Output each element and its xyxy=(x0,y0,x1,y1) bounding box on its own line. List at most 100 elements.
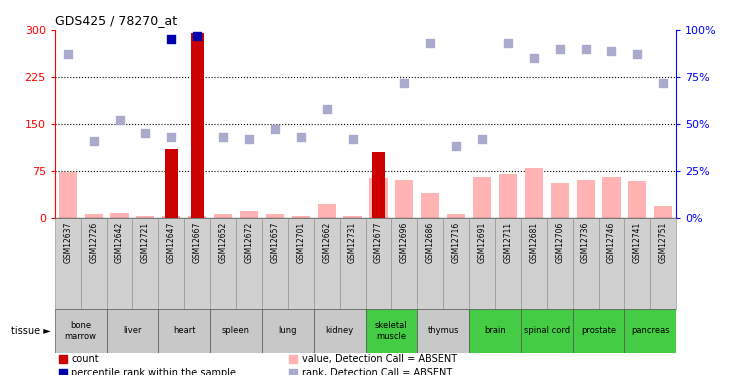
Text: GSM12686: GSM12686 xyxy=(425,222,435,263)
Bar xyxy=(211,309,262,352)
Point xyxy=(192,33,203,39)
Point xyxy=(580,46,591,52)
Text: kidney: kidney xyxy=(325,326,354,335)
Bar xyxy=(499,174,517,217)
Bar xyxy=(110,213,129,217)
Text: liver: liver xyxy=(124,326,142,335)
Bar xyxy=(80,217,107,309)
Bar xyxy=(292,216,310,217)
Bar xyxy=(107,217,132,309)
Bar xyxy=(314,217,340,309)
Bar xyxy=(628,181,646,218)
Bar xyxy=(191,33,204,218)
Bar xyxy=(547,217,572,309)
Bar xyxy=(654,206,673,218)
Bar xyxy=(550,183,569,218)
Text: GSM12677: GSM12677 xyxy=(374,222,383,264)
Bar xyxy=(137,216,154,217)
Bar xyxy=(132,217,159,309)
Text: GSM12701: GSM12701 xyxy=(296,222,306,263)
Text: GSM12667: GSM12667 xyxy=(193,222,202,264)
Bar xyxy=(624,309,676,352)
Bar xyxy=(159,217,184,309)
Text: lung: lung xyxy=(279,326,297,335)
Point xyxy=(114,117,126,123)
Bar xyxy=(473,177,491,218)
Text: GSM12672: GSM12672 xyxy=(244,222,254,263)
Bar xyxy=(417,217,443,309)
Bar xyxy=(521,309,572,352)
Text: prostate: prostate xyxy=(581,326,616,335)
Point xyxy=(528,55,539,61)
Bar xyxy=(236,217,262,309)
Bar xyxy=(599,217,624,309)
Bar xyxy=(395,180,414,218)
Bar xyxy=(521,217,547,309)
Bar xyxy=(340,217,366,309)
Text: GSM12642: GSM12642 xyxy=(115,222,124,263)
Bar xyxy=(366,217,391,309)
Point xyxy=(605,48,617,54)
Point xyxy=(88,138,99,144)
Bar xyxy=(372,152,385,217)
Text: GSM12726: GSM12726 xyxy=(89,222,98,263)
Text: count: count xyxy=(71,354,99,364)
Bar xyxy=(651,217,676,309)
Text: skeletal
muscle: skeletal muscle xyxy=(375,321,408,340)
Bar xyxy=(159,309,211,352)
Point xyxy=(450,213,461,219)
Text: GSM12721: GSM12721 xyxy=(141,222,150,263)
Bar xyxy=(262,309,314,352)
Bar xyxy=(421,192,439,217)
Point xyxy=(243,136,255,142)
Point xyxy=(398,80,410,86)
Text: GSM12741: GSM12741 xyxy=(633,222,642,263)
Bar xyxy=(188,216,206,217)
Text: GSM12711: GSM12711 xyxy=(504,222,512,263)
Text: GSM12751: GSM12751 xyxy=(659,222,667,263)
Text: GSM12681: GSM12681 xyxy=(529,222,538,263)
Text: GSM12736: GSM12736 xyxy=(581,222,590,264)
Text: GSM12746: GSM12746 xyxy=(607,222,616,264)
Bar xyxy=(165,149,178,217)
Point xyxy=(217,134,229,140)
Point xyxy=(632,51,643,57)
Text: GSM12731: GSM12731 xyxy=(348,222,357,263)
Bar xyxy=(317,204,336,218)
Bar xyxy=(314,309,366,352)
Point xyxy=(62,51,74,57)
Bar xyxy=(55,217,80,309)
Point xyxy=(140,130,151,136)
Text: tissue ►: tissue ► xyxy=(12,326,51,336)
Bar xyxy=(262,217,288,309)
Bar xyxy=(495,217,520,309)
Bar xyxy=(184,217,211,309)
Bar xyxy=(85,214,103,217)
Bar xyxy=(288,217,314,309)
Text: rank, Detection Call = ABSENT: rank, Detection Call = ABSENT xyxy=(301,368,452,375)
Bar xyxy=(469,217,495,309)
Point xyxy=(321,106,333,112)
Bar xyxy=(240,211,258,217)
Text: GSM12716: GSM12716 xyxy=(452,222,461,263)
Point xyxy=(476,136,488,142)
Point xyxy=(295,134,306,140)
Text: GSM12691: GSM12691 xyxy=(477,222,487,263)
Text: GSM12637: GSM12637 xyxy=(64,222,72,264)
Point xyxy=(502,40,514,46)
Text: heart: heart xyxy=(173,326,195,335)
Text: GSM12647: GSM12647 xyxy=(167,222,176,264)
Bar xyxy=(602,177,621,218)
Bar xyxy=(58,172,77,217)
Text: spinal cord: spinal cord xyxy=(523,326,569,335)
Text: GSM12652: GSM12652 xyxy=(219,222,227,263)
Text: brain: brain xyxy=(484,326,506,335)
Bar xyxy=(525,168,543,217)
Point xyxy=(450,143,462,149)
Bar xyxy=(344,216,362,217)
Point xyxy=(165,134,177,140)
Bar xyxy=(214,214,232,217)
Bar xyxy=(447,214,465,217)
Text: GDS425 / 78270_at: GDS425 / 78270_at xyxy=(55,15,177,27)
Text: GSM12657: GSM12657 xyxy=(270,222,279,264)
